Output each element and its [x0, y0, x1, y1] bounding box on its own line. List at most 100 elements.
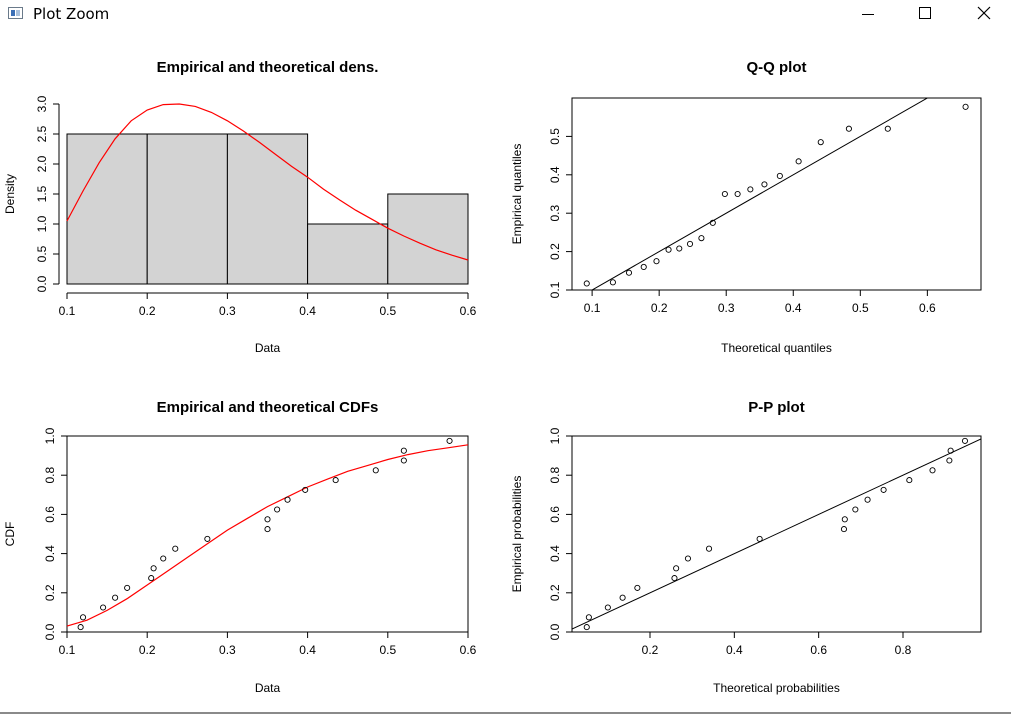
y-tick-label: 0.1 — [548, 281, 562, 298]
data-point — [756, 535, 763, 542]
x-tick-label: 0.6 — [460, 643, 477, 657]
data-point — [583, 280, 590, 287]
data-point — [747, 186, 754, 193]
histogram-bar — [66, 133, 148, 285]
reference-line-qq — [591, 98, 929, 290]
data-point — [585, 614, 592, 621]
data-point — [332, 477, 339, 484]
data-point — [884, 125, 891, 132]
x-tick-label: 0.1 — [59, 304, 76, 318]
x-tick-label: 0.2 — [642, 643, 659, 657]
y-axis-label-density: Density — [3, 174, 17, 214]
y-axis-label-pp: Empirical probabilities — [510, 476, 524, 593]
data-point — [947, 447, 954, 454]
data-point — [684, 555, 692, 562]
data-point — [929, 467, 936, 474]
histogram-bar — [387, 193, 469, 285]
data-point — [372, 467, 379, 474]
close-icon — [977, 6, 991, 20]
window-titlebar: Plot Zoom — [0, 0, 1011, 28]
y-tick-label: 1.0 — [548, 427, 562, 444]
y-axis-label-qq: Empirical quantiles — [510, 144, 524, 245]
data-point — [845, 125, 852, 132]
y-tick-label: 0.5 — [35, 245, 49, 262]
data-point — [400, 457, 407, 464]
data-point — [734, 190, 741, 198]
data-point — [665, 246, 672, 253]
chart-title-density: Empirical and theoretical dens. — [157, 59, 379, 76]
data-point — [946, 457, 953, 464]
histogram-bar — [307, 223, 389, 285]
x-tick-label: 0.1 — [59, 643, 76, 657]
data-point — [640, 263, 647, 271]
maximize-icon — [919, 7, 931, 19]
x-tick-label: 0.2 — [651, 301, 668, 315]
data-point — [112, 594, 119, 601]
x-tick-label: 0.5 — [852, 301, 869, 315]
data-point — [721, 190, 728, 198]
data-point — [274, 506, 281, 513]
y-tick-label: 3.0 — [35, 95, 49, 112]
y-tick-label: 0.8 — [43, 467, 57, 484]
x-axis-label-pp: Theoretical probabilities — [713, 681, 840, 695]
data-point — [583, 624, 590, 631]
minimize-button[interactable] — [845, 0, 891, 28]
data-point — [795, 158, 802, 165]
x-tick-label: 0.4 — [785, 301, 802, 315]
y-tick-label: 0.0 — [548, 623, 562, 640]
plot-frame-qq — [571, 97, 982, 291]
minimize-icon — [862, 14, 874, 15]
data-point — [284, 496, 291, 503]
data-point — [625, 269, 633, 276]
y-tick-label: 0.5 — [548, 128, 562, 145]
x-tick-label: 0.3 — [718, 301, 735, 315]
y-tick-label: 0.8 — [548, 467, 562, 484]
data-point — [906, 477, 913, 484]
data-point — [653, 258, 660, 265]
data-point — [400, 447, 407, 454]
data-point — [160, 555, 167, 562]
x-axis-label-cdf: Data — [255, 681, 281, 695]
x-axis-label-qq: Theoretical quantiles — [721, 341, 832, 355]
close-button[interactable] — [960, 0, 1006, 28]
y-tick-label: 2.5 — [35, 125, 49, 142]
histogram-bar — [226, 133, 309, 285]
chart-title-cdf: Empirical and theoretical CDFs — [157, 399, 379, 416]
y-tick-label: 0.6 — [43, 506, 57, 523]
reference-line-pp — [572, 438, 981, 630]
data-point — [673, 565, 680, 572]
y-tick-label: 0.4 — [43, 545, 57, 562]
y-axis-label-cdf: CDF — [3, 522, 17, 547]
y-tick-label: 0.3 — [548, 205, 562, 222]
r-plot-window-icon — [8, 7, 23, 19]
data-point — [609, 279, 616, 286]
x-tick-label: 0.8 — [895, 643, 912, 657]
data-point — [880, 486, 887, 493]
data-point — [698, 235, 705, 242]
y-tick-label: 0.2 — [548, 584, 562, 601]
window-bottom-border — [0, 712, 1011, 714]
x-tick-label: 0.4 — [299, 643, 316, 657]
data-point — [172, 545, 179, 552]
data-point — [962, 103, 969, 110]
data-point — [302, 486, 309, 493]
theoretical-curve-cdf — [66, 444, 469, 627]
x-axis-label-density: Data — [255, 341, 281, 355]
data-point — [446, 437, 453, 444]
y-tick-label: 0.6 — [548, 506, 562, 523]
theoretical-curve-density — [66, 103, 469, 261]
data-point — [204, 535, 211, 542]
data-point — [264, 526, 271, 533]
data-point — [841, 516, 848, 523]
x-tick-label: 0.3 — [219, 304, 236, 318]
x-tick-label: 0.1 — [584, 301, 601, 315]
maximize-button[interactable] — [901, 0, 947, 28]
x-tick-label: 0.6 — [460, 304, 477, 318]
x-tick-label: 0.4 — [299, 304, 316, 318]
data-point — [150, 565, 157, 572]
y-tick-label: 2.0 — [35, 155, 49, 172]
x-tick-label: 0.5 — [379, 304, 396, 318]
data-point — [124, 584, 131, 591]
data-point — [961, 437, 969, 444]
